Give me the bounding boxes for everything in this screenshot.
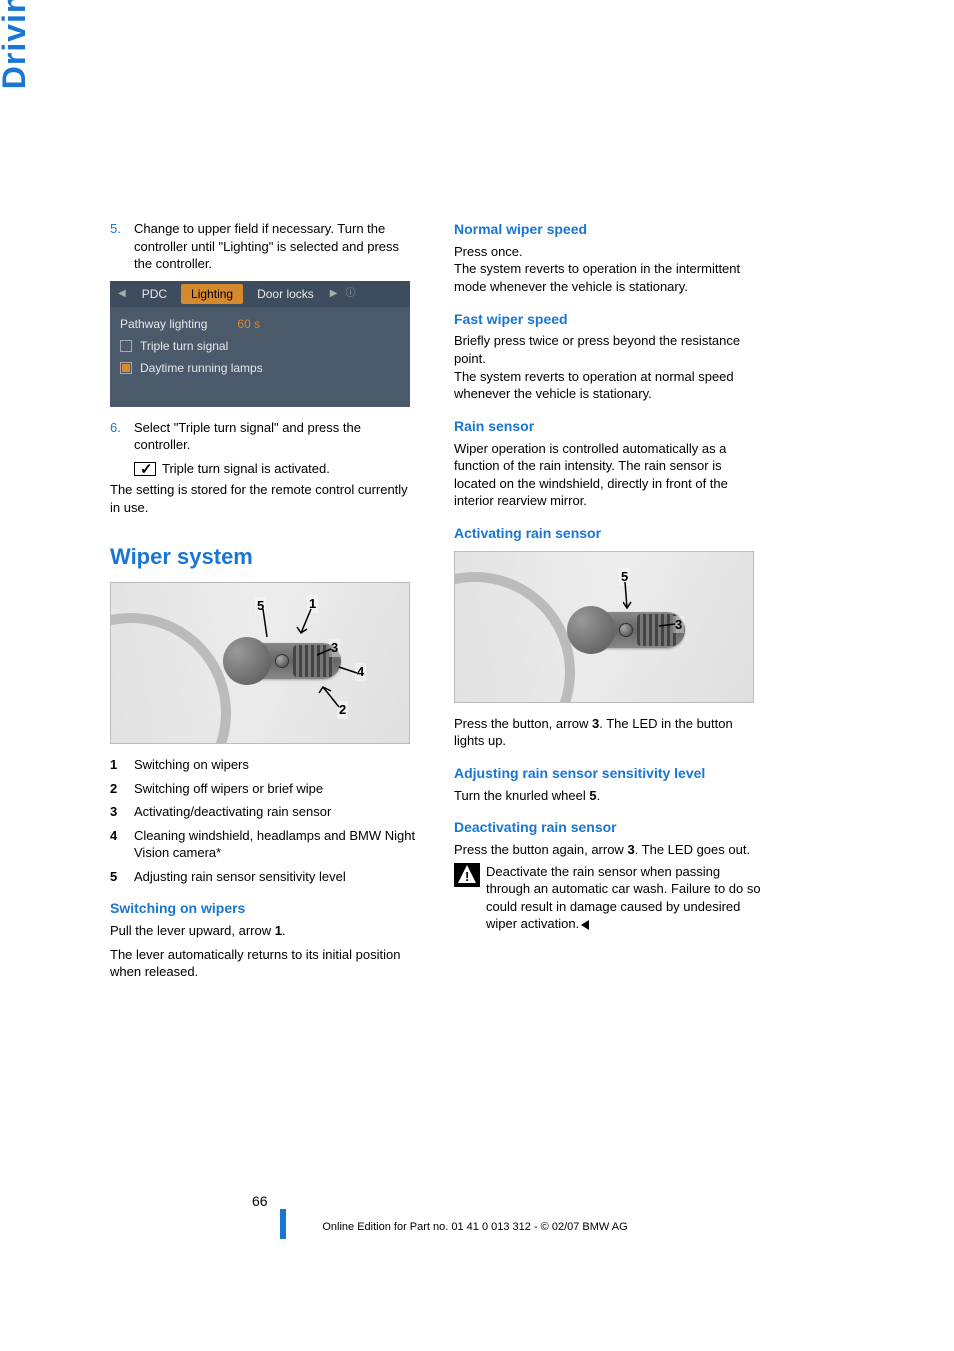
rain-sensor-illustration: 5 3	[454, 551, 754, 703]
legend-4: 4 Cleaning windshield, headlamps and BMW…	[110, 827, 420, 862]
legend-num: 4	[110, 827, 134, 862]
switching-on-wipers-heading: Switching on wipers	[110, 899, 420, 918]
right-column: Normal wiper speed Press once. The syste…	[454, 220, 764, 981]
legend-num: 5	[110, 868, 134, 886]
post-step-note: The setting is stored for the remote con…	[110, 481, 420, 516]
legend-text: Cleaning windshield, headlamps and BMW N…	[134, 827, 420, 862]
row-daytime-running-lamps: Daytime running lamps	[120, 357, 400, 379]
wiper-stalk-illustration: 5 1 3 4 2	[110, 582, 410, 744]
warning-block: Deactivate the rain sensor when passing …	[454, 863, 764, 933]
screenshot-body: Pathway lighting 60 s Triple turn signal…	[110, 307, 410, 386]
rain-sensor-heading: Rain sensor	[454, 417, 764, 436]
checkbox-icon	[120, 362, 132, 374]
adjusting-rain-sensor-p1: Turn the knurled wheel 5.	[454, 787, 764, 805]
adjusting-rain-sensor-heading: Adjusting rain sensor sensitivity level	[454, 764, 764, 783]
step-text: Select "Triple turn signal" and press th…	[134, 419, 420, 454]
arrow-lines-icon	[261, 607, 361, 717]
normal-wiper-p2: The system reverts to operation in the i…	[454, 260, 764, 295]
page-number: 66	[252, 1193, 268, 1209]
normal-wiper-speed-heading: Normal wiper speed	[454, 220, 764, 239]
end-marker-icon	[581, 920, 589, 930]
legend-text: Activating/deactivating rain sensor	[134, 803, 420, 821]
fast-wiper-p1: Briefly press twice or press beyond the …	[454, 332, 764, 367]
legend-text: Switching on wipers	[134, 756, 420, 774]
left-column: 5. Change to upper field if necessary. T…	[110, 220, 420, 981]
deactivating-rain-sensor-heading: Deactivating rain sensor	[454, 818, 764, 837]
tab-info-icon: ⓘ	[343, 287, 357, 301]
step-number: 5.	[110, 220, 134, 273]
legend-3: 3 Activating/deactivating rain sensor	[110, 803, 420, 821]
fast-wiper-speed-heading: Fast wiper speed	[454, 310, 764, 329]
section-side-tab: Driving	[0, 0, 33, 89]
row-label: Daytime running lamps	[140, 360, 263, 376]
tab-pdc: PDC	[132, 284, 177, 304]
warning-text: Deactivate the rain sensor when passing …	[486, 863, 764, 933]
screenshot-tabs: ◀ PDC Lighting Door locks ▶ ⓘ	[110, 281, 410, 307]
legend-5: 5 Adjusting rain sensor sensitivity leve…	[110, 868, 420, 886]
idrive-screenshot: ◀ PDC Lighting Door locks ▶ ⓘ Pathway li…	[110, 281, 410, 407]
legend-num: 2	[110, 780, 134, 798]
legend-2: 2 Switching off wipers or brief wipe	[110, 780, 420, 798]
checkbox-checked-icon	[134, 462, 156, 476]
step-6: 6. Select "Triple turn signal" and press…	[110, 419, 420, 454]
step-5: 5. Change to upper field if necessary. T…	[110, 220, 420, 273]
row-value: 60 s	[237, 316, 260, 332]
tab-lighting: Lighting	[181, 284, 243, 304]
row-pathway-lighting: Pathway lighting 60 s	[120, 313, 400, 335]
normal-wiper-p1: Press once.	[454, 243, 764, 261]
fast-wiper-p2: The system reverts to operation at norma…	[454, 368, 764, 403]
result-text: Triple turn signal is activated.	[162, 460, 330, 478]
legend-num: 3	[110, 803, 134, 821]
legend-1: 1 Switching on wipers	[110, 756, 420, 774]
deactivating-rain-sensor-p1: Press the button again, arrow 3. The LED…	[454, 841, 764, 859]
activating-rain-sensor-heading: Activating rain sensor	[454, 524, 764, 543]
row-triple-turn-signal: Triple turn signal	[120, 335, 400, 357]
switching-on-wipers-p2: The lever automatically returns to its i…	[110, 946, 420, 981]
tab-doorlocks: Door locks	[247, 284, 324, 304]
legend-text: Adjusting rain sensor sensitivity level	[134, 868, 420, 886]
activating-rain-sensor-p1: Press the button, arrow 3. The LED in th…	[454, 715, 764, 750]
legend-num: 1	[110, 756, 134, 774]
row-label: Triple turn signal	[140, 338, 228, 354]
tab-prev-arrow-icon: ◀	[116, 287, 128, 301]
checkbox-icon	[120, 340, 132, 352]
wiper-system-heading: Wiper system	[110, 542, 420, 572]
step-number: 6.	[110, 419, 134, 454]
step-6-result: Triple turn signal is activated.	[134, 460, 420, 478]
switching-on-wipers-p1: Pull the lever upward, arrow 1.	[110, 922, 420, 940]
legend-text: Switching off wipers or brief wipe	[134, 780, 420, 798]
tab-next-arrow-icon: ▶	[328, 287, 340, 301]
page-content: 5. Change to upper field if necessary. T…	[110, 220, 854, 981]
arrow-lines-icon	[623, 580, 693, 640]
row-label: Pathway lighting	[120, 316, 207, 332]
warning-icon	[454, 863, 480, 887]
rain-sensor-p1: Wiper operation is controlled automatica…	[454, 440, 764, 510]
footer-copyright: Online Edition for Part no. 01 41 0 013 …	[205, 1221, 745, 1233]
step-text: Change to upper field if necessary. Turn…	[134, 220, 420, 273]
